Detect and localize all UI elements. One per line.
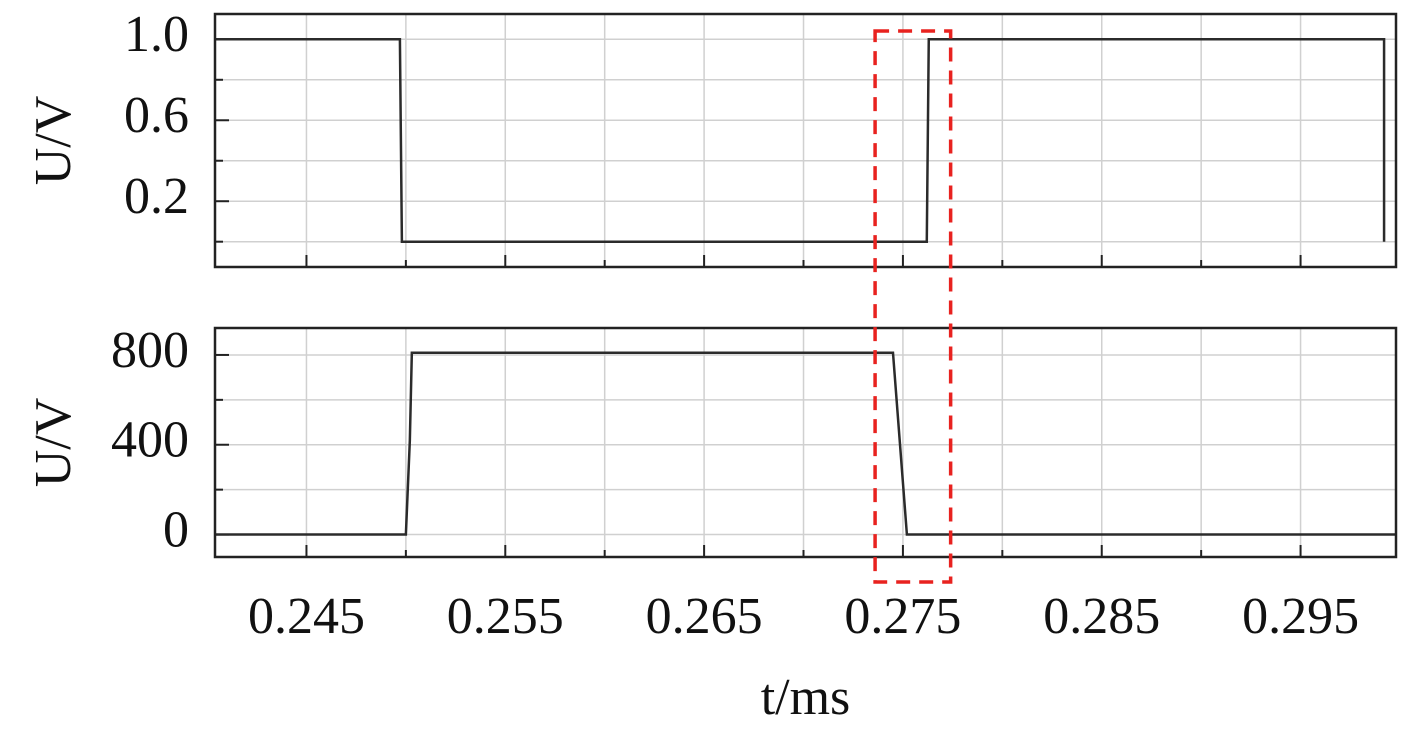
y-axis-label: U/V: [25, 96, 82, 186]
x-tick-label: 0.265: [646, 588, 763, 645]
y-tick-label: 0: [163, 501, 189, 558]
x-tick-label: 0.295: [1242, 588, 1359, 645]
x-axis-label: t/ms: [761, 669, 851, 726]
line-series: [215, 38, 1386, 243]
y-axis-label: U/V: [25, 398, 82, 488]
y-tick-label: 800: [111, 322, 189, 379]
y-tick-label: 1.0: [124, 6, 189, 63]
y-tick-label: 0.6: [124, 87, 189, 144]
plot-frame: [213, 12, 1398, 269]
x-tick-label: 0.285: [1043, 588, 1160, 645]
y-tick-label: 400: [111, 412, 189, 469]
x-tick-label: 0.255: [447, 588, 564, 645]
plot-frame: [213, 326, 1398, 559]
x-tick-label: 0.245: [248, 588, 365, 645]
line-series: [215, 351, 1396, 536]
x-tick-label: 0.275: [844, 588, 961, 645]
highlight-box: [873, 29, 953, 584]
y-tick-label: 0.2: [124, 168, 189, 225]
